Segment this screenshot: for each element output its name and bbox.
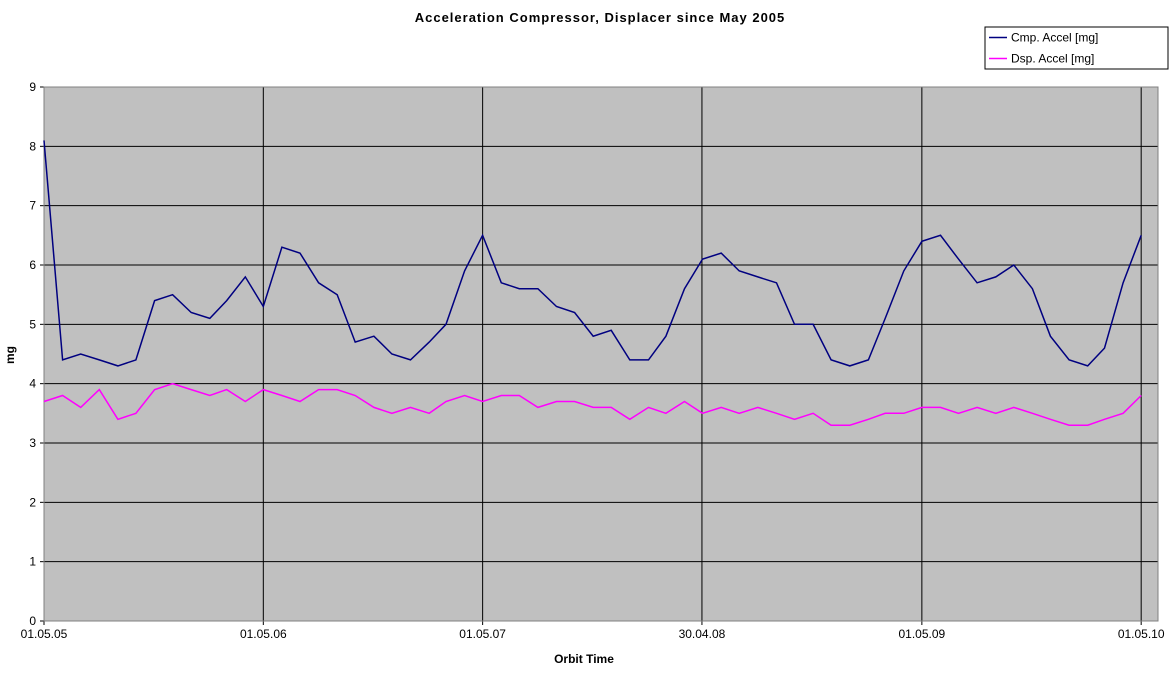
- series-line: [43, 382, 1142, 426]
- chart-title: Acceleration Compressor, Displacer since…: [415, 10, 786, 25]
- y-tick-label: 1: [29, 555, 36, 569]
- x-tick-label: 30.04.08: [679, 627, 726, 641]
- x-tick-label: 01.05.09: [899, 627, 946, 641]
- legend-box: [984, 26, 1169, 70]
- y-tick-label: 2: [29, 495, 36, 509]
- y-tick-label: 3: [29, 436, 36, 450]
- plot-border: [43, 86, 1159, 622]
- x-axis-title: Orbit Time: [554, 652, 614, 666]
- plot-area: [44, 87, 1158, 621]
- y-tick-label: 6: [29, 258, 36, 272]
- y-tick-label: 9: [29, 80, 36, 94]
- legend-label: Dsp. Accel [mg]: [1011, 52, 1094, 66]
- y-tick-label: 5: [29, 317, 36, 331]
- y-axis-title: mg: [3, 346, 17, 364]
- legend-label: Cmp. Accel [mg]: [1011, 31, 1098, 45]
- x-tick-label: 01.05.10: [1118, 627, 1165, 641]
- y-tick-label: 7: [29, 199, 36, 213]
- x-tick-label: 01.05.05: [21, 627, 68, 641]
- series-line: [43, 140, 1142, 367]
- x-tick-label: 01.05.06: [240, 627, 287, 641]
- x-tick-label: 01.05.07: [459, 627, 506, 641]
- y-tick-label: 4: [29, 377, 36, 391]
- y-tick-label: 8: [29, 139, 36, 153]
- y-tick-label: 0: [29, 614, 36, 628]
